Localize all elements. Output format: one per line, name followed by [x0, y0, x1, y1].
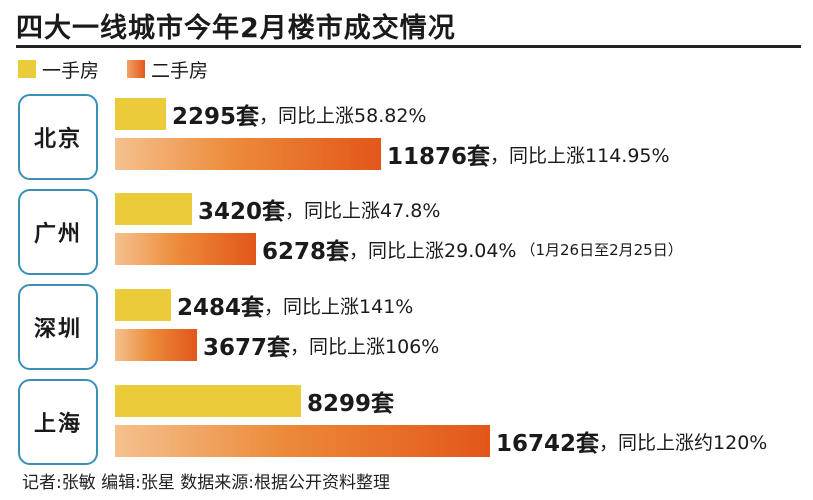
title-divider	[16, 45, 801, 48]
city-box-shanghai: 上海	[18, 379, 98, 465]
yoy-guangzhou-first-hand: ，同比上涨47.8%	[285, 199, 441, 222]
bar-shenzhen-first-hand	[115, 289, 171, 321]
count-beijing-first-hand: 2295套	[172, 104, 260, 130]
bar-shanghai-first-hand	[115, 385, 301, 417]
bar-beijing-first-hand	[115, 98, 166, 130]
count-shanghai-first-hand: 8299套	[307, 391, 395, 417]
legend-swatch-first-hand	[18, 60, 36, 78]
legend-item-first-hand: 一手房	[18, 56, 99, 83]
footer-credits: 记者:张敏 编辑:张星 数据来源:根据公开资料整理	[22, 473, 390, 493]
yoy-beijing-first-hand: ，同比上涨58.82%	[259, 104, 427, 127]
count-beijing-second-hand: 11876套	[387, 144, 491, 170]
data-label-shenzhen-first-hand: 2484套 ，同比上涨141%	[177, 289, 413, 321]
bar-beijing-second-hand	[115, 138, 381, 170]
legend-swatch-second-hand	[127, 60, 146, 78]
city-label-beijing: 北京	[33, 127, 82, 152]
data-label-beijing-first-hand: 2295套 ，同比上涨58.82%	[172, 98, 426, 130]
bar-shenzhen-second-hand	[115, 329, 197, 361]
yoy-beijing-second-hand: ，同比上涨114.95%	[490, 144, 670, 167]
count-guangzhou-first-hand: 3420套	[198, 199, 286, 225]
yoy-shanghai-second-hand: ，同比上涨约120%	[599, 431, 768, 454]
bar-guangzhou-second-hand	[115, 233, 256, 265]
city-box-guangzhou: 广州	[18, 189, 98, 275]
chart-title: 四大一线城市今年2月楼市成交情况	[16, 13, 456, 44]
city-box-shenzhen: 深圳	[18, 284, 98, 370]
legend-label-second-hand: 二手房	[151, 59, 209, 82]
city-label-guangzhou: 广州	[33, 222, 82, 247]
city-box-beijing: 北京	[18, 94, 98, 180]
city-label-shenzhen: 深圳	[33, 317, 82, 342]
yoy-shenzhen-first-hand: ，同比上涨141%	[264, 295, 414, 318]
count-shanghai-second-hand: 16742套	[496, 431, 600, 457]
yoy-shenzhen-second-hand: ，同比上涨106%	[290, 335, 440, 358]
legend-label-first-hand: 一手房	[42, 59, 100, 82]
count-shenzhen-first-hand: 2484套	[177, 295, 265, 321]
count-shenzhen-second-hand: 3677套	[203, 335, 291, 361]
count-guangzhou-second-hand: 6278套	[262, 239, 350, 265]
yoy-guangzhou-second-hand: ，同比上涨29.04%	[349, 239, 517, 262]
city-label-shanghai: 上海	[33, 412, 82, 437]
data-label-shenzhen-second-hand: 3677套 ，同比上涨106%	[203, 329, 439, 361]
bar-guangzhou-first-hand	[115, 193, 192, 225]
data-label-guangzhou-first-hand: 3420套 ，同比上涨47.8%	[198, 193, 440, 225]
legend-item-second-hand: 二手房	[127, 56, 208, 83]
legend: 一手房 二手房	[18, 56, 236, 82]
data-label-shanghai-second-hand: 16742套 ，同比上涨约120%	[496, 425, 767, 457]
data-label-guangzhou-second-hand: 6278套 ，同比上涨29.04% （1月26日至2月25日）	[262, 233, 683, 265]
data-label-beijing-second-hand: 11876套 ，同比上涨114.95%	[387, 138, 670, 170]
data-label-shanghai-first-hand: 8299套	[307, 385, 394, 417]
bar-shanghai-second-hand	[115, 425, 490, 457]
date-range-note: （1月26日至2月25日）	[520, 240, 683, 259]
